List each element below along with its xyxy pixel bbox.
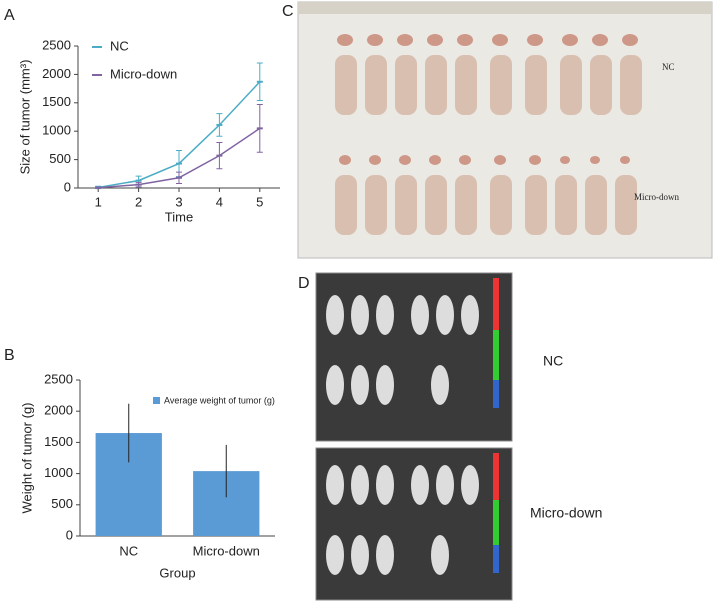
y-tick-label: 500 xyxy=(51,496,73,511)
x-tick-label: 3 xyxy=(175,194,182,209)
y-tick-label: 1000 xyxy=(44,465,73,480)
panel-label: C xyxy=(282,3,294,20)
x-tick-label: Micro-down xyxy=(193,543,260,558)
x-tick-label: 5 xyxy=(256,194,263,209)
panel-label: A xyxy=(4,7,15,24)
legend-label: Micro-down xyxy=(110,66,177,81)
photo-label: NC xyxy=(543,353,563,369)
x-tick-label: 1 xyxy=(95,194,102,209)
photo-label: Micro-down xyxy=(530,505,602,521)
y-axis-title: Weight of tumor (g) xyxy=(19,402,34,513)
y-tick-label: 2000 xyxy=(44,403,73,418)
photo-d: NC Micro-down xyxy=(315,272,602,601)
x-tick-label: 4 xyxy=(216,194,223,209)
y-tick-label: 2500 xyxy=(44,371,73,386)
y-tick-label: 2000 xyxy=(42,66,71,81)
y-tick-label: 1500 xyxy=(42,94,71,109)
x-axis-title: Group xyxy=(159,565,195,580)
photo-label: Micro-down xyxy=(634,192,679,202)
y-axis-title: Size of tumor (mm³) xyxy=(17,60,32,175)
legend-label: Average weight of tumor (g) xyxy=(164,395,275,405)
y-tick-label: 0 xyxy=(66,527,73,542)
y-tick-label: 1500 xyxy=(44,434,73,449)
x-tick-label: NC xyxy=(119,543,138,558)
photo-c: NC Micro-down xyxy=(297,1,713,259)
x-axis-title: Time xyxy=(165,209,193,224)
y-tick-label: 500 xyxy=(49,151,71,166)
panel-label: D xyxy=(298,275,310,292)
y-tick-label: 2500 xyxy=(42,37,71,52)
y-tick-label: 1000 xyxy=(42,123,71,138)
panel-label: B xyxy=(4,347,15,364)
legend-label: NC xyxy=(110,38,129,53)
legend-swatch xyxy=(153,397,160,404)
y-tick-label: 0 xyxy=(64,179,71,194)
x-tick-label: 2 xyxy=(135,194,142,209)
photo-label: NC xyxy=(662,62,675,72)
